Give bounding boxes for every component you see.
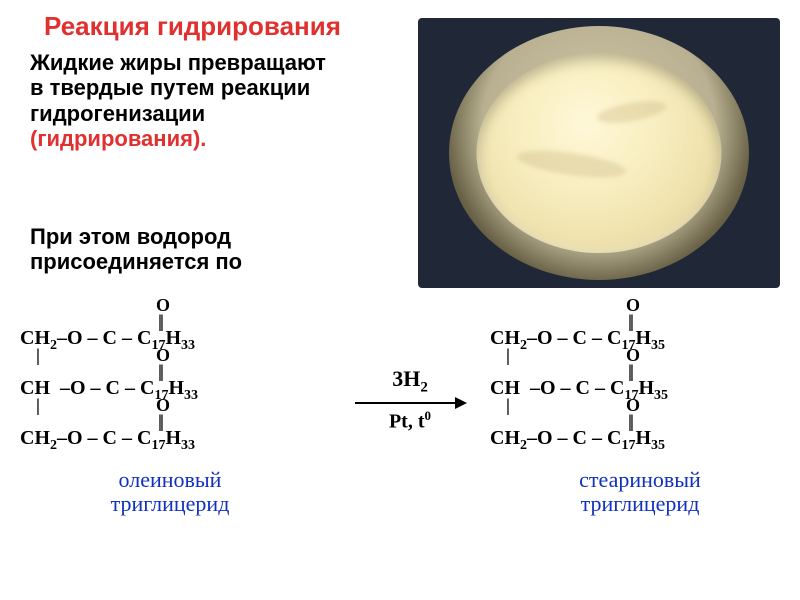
reaction-scheme: O || CH2–O – C – C17H33 | O || CH –O – C…	[10, 300, 790, 530]
paragraph-1: Жидкие жиры превращают в твердые путем р…	[30, 50, 330, 151]
mol-row-3: CH2–O – C – C17H33	[20, 428, 195, 448]
arrow-reagent: 3H2	[350, 366, 470, 396]
para1-black: Жидкие жиры превращают в твердые путем р…	[30, 50, 326, 126]
mol-row-3: CH2–O – C – C17H35	[490, 428, 665, 448]
right-caption: стеариновыйтриглицерид	[530, 468, 750, 516]
paragraph-2: При этом водород присоединяется по	[30, 224, 350, 275]
backbone-bond: |	[36, 346, 40, 364]
margarine-photo	[418, 18, 780, 288]
para1-red: (гидрирования).	[30, 126, 206, 151]
dish-content	[477, 53, 722, 253]
reaction-arrow: 3H2 Pt, t0	[350, 366, 470, 434]
backbone-bond: |	[506, 396, 510, 414]
mol-row-2: CH –O – C – C17H35	[490, 378, 668, 398]
arrow-conditions: Pt, t0	[350, 408, 470, 434]
backbone-bond: |	[506, 346, 510, 364]
left-caption: олеиновыйтриглицерид	[70, 468, 270, 516]
mol-row-2: CH –O – C – C17H33	[20, 378, 198, 398]
arrow-line	[355, 402, 465, 404]
backbone-bond: |	[36, 396, 40, 414]
slide-title: Реакция гидрирования	[44, 12, 341, 41]
